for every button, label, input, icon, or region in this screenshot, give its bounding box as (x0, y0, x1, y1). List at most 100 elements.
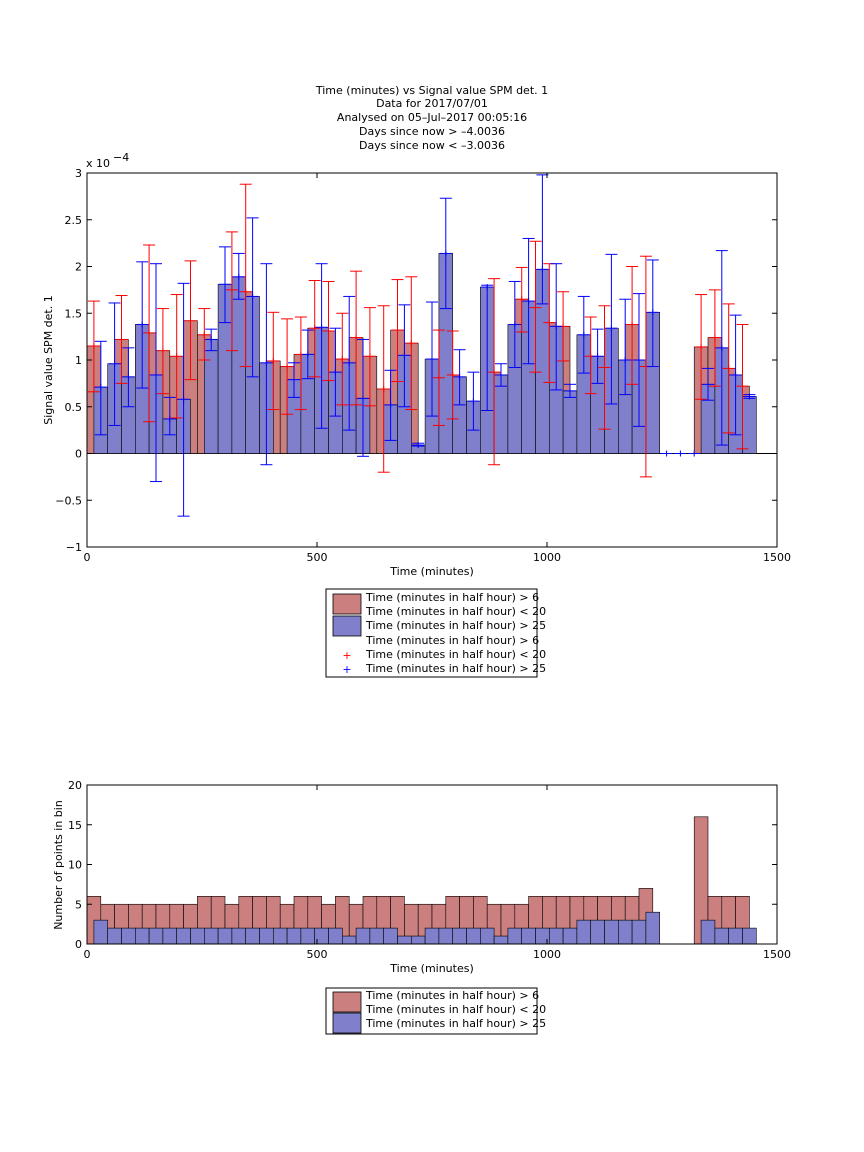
bar (631, 919, 647, 945)
legend-swatch-blue-bar (332, 615, 362, 637)
bar (231, 927, 246, 945)
bar (162, 927, 177, 945)
y-tick-label: 3 (75, 167, 82, 180)
legend-label: Time (minutes in half hour) > 25 (365, 662, 546, 675)
x-tick-label: 1000 (533, 551, 561, 564)
bar (176, 927, 191, 945)
bar (452, 927, 467, 945)
bar (728, 927, 743, 945)
y-tick-label: 2.5 (65, 214, 83, 227)
bar (383, 927, 398, 945)
bar (590, 919, 605, 945)
chart-title-line-3: Analysed on 05–Jul–2017 00:05:16 (337, 111, 527, 124)
bar (148, 927, 164, 945)
y-tick-label: 15 (68, 819, 82, 832)
bar (217, 927, 233, 945)
legend: Time (minutes in half hour) > 6 Time (mi… (325, 987, 546, 1035)
legend-label: Time (minutes in half hour) > 6 (365, 634, 539, 647)
y-tick-label: 0.5 (65, 401, 83, 414)
signal-chart: Time (minutes) vs Signal value SPM det. … (42, 84, 791, 578)
legend-label: Time (minutes in half hour) > 6 (365, 591, 539, 604)
x-tick-label: 1000 (533, 948, 561, 961)
legend-label: Time (minutes in half hour) > 25 (365, 1017, 546, 1030)
bar (714, 927, 730, 945)
bar (604, 919, 619, 945)
bar (521, 927, 536, 945)
x-tick-label: 1500 (763, 551, 791, 564)
x-tick-label: 1500 (763, 948, 791, 961)
y-tick-label: 10 (68, 859, 82, 872)
bar (272, 927, 288, 945)
y-exponent-base: x 10 (86, 157, 110, 170)
bar (341, 935, 357, 945)
y-exponent-power: −4 (113, 151, 129, 164)
bar (369, 927, 384, 945)
y-tick-label: 0 (75, 938, 82, 951)
legend-label: Time (minutes in half hour) > 6 (365, 989, 539, 1002)
bar (259, 927, 274, 945)
y-tick-label: 0 (75, 448, 82, 461)
bar (438, 927, 453, 945)
bar (107, 927, 122, 945)
y-tick-label: 1 (75, 354, 82, 367)
x-tick-label: 500 (307, 948, 328, 961)
legend-label: Time (minutes in half hour) < 20 (365, 1003, 546, 1016)
bar (548, 927, 564, 945)
bar (576, 919, 592, 945)
bar (466, 927, 481, 945)
bar (286, 927, 302, 945)
bar (190, 927, 205, 945)
bar (410, 935, 426, 945)
x-axis-label: Time (minutes) (389, 962, 474, 975)
y-tick-label: −1 (66, 541, 82, 554)
bar (493, 935, 509, 945)
bar (231, 276, 246, 454)
legend-label: Time (minutes in half hour) < 20 (365, 648, 546, 661)
legend-plus-red: + (342, 649, 351, 662)
bar (645, 911, 661, 945)
legend-plus-blue: + (342, 663, 351, 676)
legend-swatch-red-bar (332, 593, 362, 615)
y-axis-label: Number of points in bin (52, 800, 65, 930)
y-tick-label: 1.5 (65, 307, 83, 320)
x-tick-label: 0 (84, 551, 91, 564)
bar (617, 919, 633, 945)
bar (355, 927, 371, 945)
legend-swatch-red-bar (332, 991, 362, 1013)
legend-label: Time (minutes in half hour) < 20 (365, 605, 546, 618)
bar (300, 927, 315, 945)
chart-title-line-5: Days since now < –3.0036 (359, 139, 505, 152)
bar (479, 927, 495, 945)
x-tick-label: 500 (307, 551, 328, 564)
bar (135, 927, 150, 945)
legend: + + Time (minutes in half hour) > 6 Time… (325, 588, 546, 678)
bar (424, 927, 440, 945)
chart-title-line-2: Data for 2017/07/01 (376, 97, 488, 110)
bar (700, 919, 716, 945)
x-tick-label: 0 (84, 948, 91, 961)
bar (93, 919, 109, 945)
count-chart: 0 500 1000 1500 0 5 10 15 20 Time (minutes) Numb… (52, 779, 791, 975)
chart-title-line-1: Time (minutes) vs Signal value SPM det. … (315, 84, 548, 97)
bar (562, 927, 578, 945)
bar (245, 927, 260, 945)
bar (204, 339, 219, 454)
y-tick-label: 20 (68, 779, 82, 792)
bar (507, 927, 522, 945)
legend-label: Time (minutes in half hour) > 25 (365, 619, 546, 632)
bar (121, 927, 136, 945)
bar (742, 927, 757, 945)
y-tick-label: 2 (75, 261, 82, 274)
x-axis-label: Time (minutes) (389, 565, 474, 578)
y-axis-label: Signal value SPM det. 1 (42, 295, 55, 425)
y-tick-label: −0.5 (55, 494, 82, 507)
bar (397, 935, 412, 945)
chart-title-line-4: Days since now > –4.0036 (359, 125, 505, 138)
bar (328, 927, 343, 945)
bar (562, 390, 578, 454)
y-tick-label: 5 (75, 898, 82, 911)
bar (204, 927, 219, 945)
legend-swatch-blue-bar (332, 1012, 362, 1034)
bar (493, 374, 509, 454)
